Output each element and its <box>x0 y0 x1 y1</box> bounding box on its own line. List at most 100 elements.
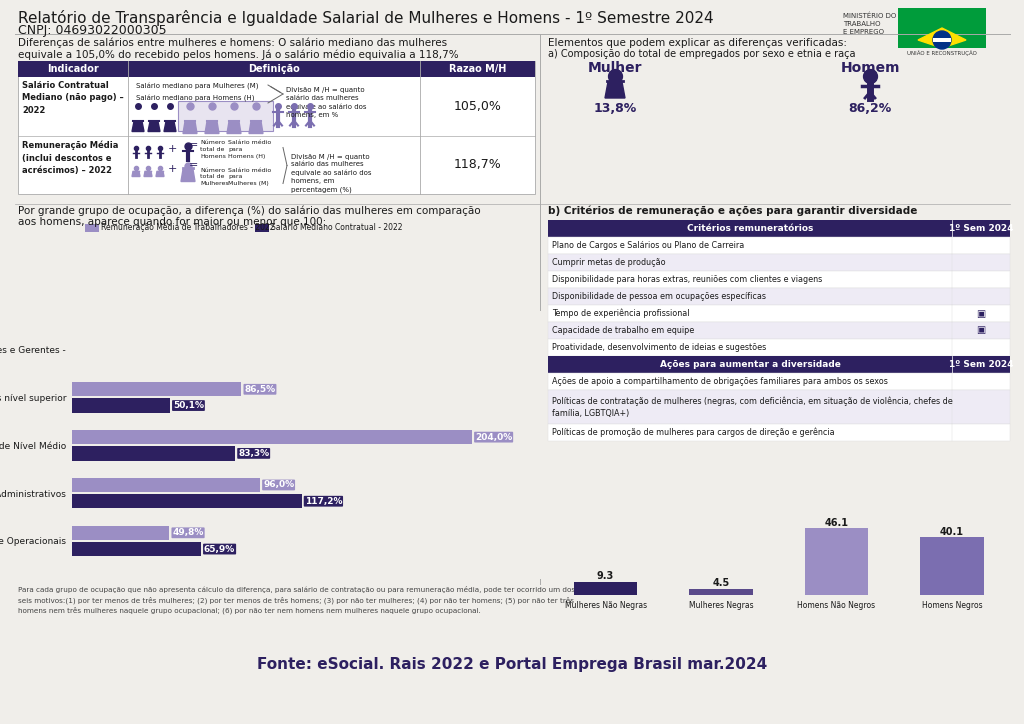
Text: Tempo de experiência profissional: Tempo de experiência profissional <box>552 308 689 319</box>
Text: 4.5: 4.5 <box>713 578 730 588</box>
Text: Diferenças de salários entre mulheres e homens: O salário mediano das mulheres: Diferenças de salários entre mulheres e … <box>18 38 447 49</box>
Polygon shape <box>183 122 197 133</box>
Polygon shape <box>132 172 140 177</box>
Text: 46.1: 46.1 <box>824 518 849 528</box>
Bar <box>933 38 951 42</box>
Bar <box>548 356 1010 373</box>
Text: Proatividade, desenvolvimento de ideias e sugestões: Proatividade, desenvolvimento de ideias … <box>552 343 766 352</box>
Text: Disponibilidade de pessoa em ocupações específicas: Disponibilidade de pessoa em ocupações e… <box>552 292 766 301</box>
Text: 1º Sem 2024: 1º Sem 2024 <box>949 224 1014 233</box>
Bar <box>178 101 273 130</box>
Bar <box>921 537 984 595</box>
Text: Número
total de
Mulheres: Número total de Mulheres <box>200 167 228 185</box>
Text: ▣: ▣ <box>976 308 986 319</box>
Text: Divisão M /H = quanto
salário das mulheres
equivale ao salário dos
homens, em
pe: Divisão M /H = quanto salário das mulher… <box>291 153 372 193</box>
Bar <box>85 224 99 232</box>
Text: 40.1: 40.1 <box>940 526 964 536</box>
Polygon shape <box>205 122 219 133</box>
Text: 50,1%: 50,1% <box>173 401 204 410</box>
Text: 117,2%: 117,2% <box>305 497 342 506</box>
Text: Razao M/H: Razao M/H <box>449 64 506 74</box>
Bar <box>72 542 201 556</box>
Text: ▣: ▣ <box>976 326 986 335</box>
Polygon shape <box>249 122 263 133</box>
Text: seis motivos:(1) por ter menos de três mulheres; (2) por ter menos de três homen: seis motivos:(1) por ter menos de três m… <box>18 596 574 604</box>
Text: Fonte: eSocial. Rais 2022 e Portal Emprega Brasil mar.2024: Fonte: eSocial. Rais 2022 e Portal Empre… <box>257 657 767 672</box>
Text: Remuneração Média de Trabalhadores - 2022: Remuneração Média de Trabalhadores - 202… <box>101 222 274 232</box>
Bar <box>898 8 986 48</box>
Bar <box>548 220 1010 237</box>
Text: Ações de apoio a compartilhamento de obrigações familiares para ambos os sexos: Ações de apoio a compartilhamento de obr… <box>552 377 888 386</box>
Bar <box>548 322 1010 339</box>
Text: Políticas de promoção de mulheres para cargos de direção e gerência: Políticas de promoção de mulheres para c… <box>552 428 835 437</box>
Text: 96,0%: 96,0% <box>263 481 294 489</box>
Text: Homens Não Negros: Homens Não Negros <box>798 601 876 610</box>
Text: Salário mediano para Mulheres (M): Salário mediano para Mulheres (M) <box>136 83 258 90</box>
Text: Salário médio
para
Homens (H): Salário médio para Homens (H) <box>228 140 271 159</box>
Text: Plano de Cargos e Salários ou Plano de Carreira: Plano de Cargos e Salários ou Plano de C… <box>552 241 744 250</box>
Text: equivale a 105,0% do recebido pelos homens. Já o salário médio equivalia a 118,7: equivale a 105,0% do recebido pelos home… <box>18 49 459 59</box>
Text: Homens Negros: Homens Negros <box>922 601 982 610</box>
Text: Por grande grupo de ocupação, a diferença (%) do salário das mulheres em compara: Por grande grupo de ocupação, a diferenç… <box>18 206 480 216</box>
Bar <box>72 526 169 540</box>
Bar <box>548 339 1010 356</box>
Bar <box>548 390 1010 424</box>
Text: Critérios remuneratórios: Critérios remuneratórios <box>687 224 813 233</box>
Text: Mulheres Não Negras: Mulheres Não Negras <box>564 601 646 610</box>
Bar <box>72 398 170 413</box>
Text: Salário mediano para Homens (H): Salário mediano para Homens (H) <box>136 95 255 102</box>
Text: =: = <box>189 161 199 170</box>
Text: aos homens, aparece quando for maior ou menor que 100:: aos homens, aparece quando for maior ou … <box>18 217 327 227</box>
Text: UNIÃO E RECONSTRUÇÃO: UNIÃO E RECONSTRUÇÃO <box>907 50 977 56</box>
Bar <box>548 424 1010 441</box>
Text: Mulher: Mulher <box>588 61 642 75</box>
Text: 83,3%: 83,3% <box>239 449 269 458</box>
Polygon shape <box>164 122 176 132</box>
Text: GOVERNO FEDERAL: GOVERNO FEDERAL <box>904 10 980 16</box>
Text: 49,8%: 49,8% <box>172 529 204 537</box>
Polygon shape <box>181 169 195 182</box>
Text: 13,8%: 13,8% <box>593 102 637 115</box>
Text: CNPJ: 04693022000305: CNPJ: 04693022000305 <box>18 24 167 37</box>
Text: Elementos que podem explicar as diferenças verificadas:: Elementos que podem explicar as diferenç… <box>548 38 847 48</box>
Text: Ações para aumentar a diversidade: Ações para aumentar a diversidade <box>659 360 841 369</box>
Text: =: = <box>189 140 199 151</box>
Bar <box>805 529 868 595</box>
Text: Número
total de
Homens: Número total de Homens <box>200 140 226 159</box>
Text: +: + <box>167 145 177 154</box>
Bar <box>548 305 1010 322</box>
Text: 105,0%: 105,0% <box>454 100 502 113</box>
Bar <box>72 478 260 492</box>
Text: 86,2%: 86,2% <box>848 102 892 115</box>
Text: b) Critérios de remuneração e ações para garantir diversidade: b) Critérios de remuneração e ações para… <box>548 206 918 216</box>
Bar <box>255 224 269 232</box>
Bar <box>548 373 1010 390</box>
Text: Salário médio
para
Mulheres (M): Salário médio para Mulheres (M) <box>228 167 271 185</box>
Text: +: + <box>167 164 177 174</box>
Text: 204,0%: 204,0% <box>475 433 512 442</box>
Text: 1º Sem 2024: 1º Sem 2024 <box>949 360 1014 369</box>
Polygon shape <box>156 172 164 177</box>
Text: Capacidade de trabalho em equipe: Capacidade de trabalho em equipe <box>552 326 694 335</box>
Text: 86,5%: 86,5% <box>245 384 275 394</box>
Polygon shape <box>227 122 241 133</box>
Bar <box>72 430 472 445</box>
Polygon shape <box>148 122 160 132</box>
Bar <box>689 589 753 595</box>
Text: Salário Mediano Contratual - 2022: Salário Mediano Contratual - 2022 <box>271 222 402 232</box>
Text: Para cada grupo de ocupação que não apresenta cálculo da diferença, para salário: Para cada grupo de ocupação que não apre… <box>18 586 575 593</box>
Text: Relatório de Transparência e Igualdade Salarial de Mulheres e Homens - 1º Semest: Relatório de Transparência e Igualdade S… <box>18 10 714 26</box>
Polygon shape <box>132 122 144 132</box>
Text: 9.3: 9.3 <box>597 571 614 581</box>
Bar <box>548 271 1010 288</box>
Text: Divisão M /H = quanto
salário das mulheres
equivale ao salário dos
homens, em %: Divisão M /H = quanto salário das mulher… <box>286 87 367 118</box>
Polygon shape <box>144 172 152 177</box>
Text: 65,9%: 65,9% <box>204 544 236 554</box>
Bar <box>548 237 1010 254</box>
Text: homens nem três mulheres naquele grupo ocupacional; (6) por não ter nem homens n: homens nem três mulheres naquele grupo o… <box>18 606 480 613</box>
Text: Políticas de contratação de mulheres (negras, com deficiência, em situação de vi: Políticas de contratação de mulheres (ne… <box>552 396 952 418</box>
Circle shape <box>933 31 951 49</box>
Text: Salário Contratual
Mediano (não pago) –
2022: Salário Contratual Mediano (não pago) – … <box>22 81 124 115</box>
Text: MINISTÉRIO DO
TRABALHO
E EMPREGO: MINISTÉRIO DO TRABALHO E EMPREGO <box>843 12 896 35</box>
Text: Homem: Homem <box>841 61 900 75</box>
